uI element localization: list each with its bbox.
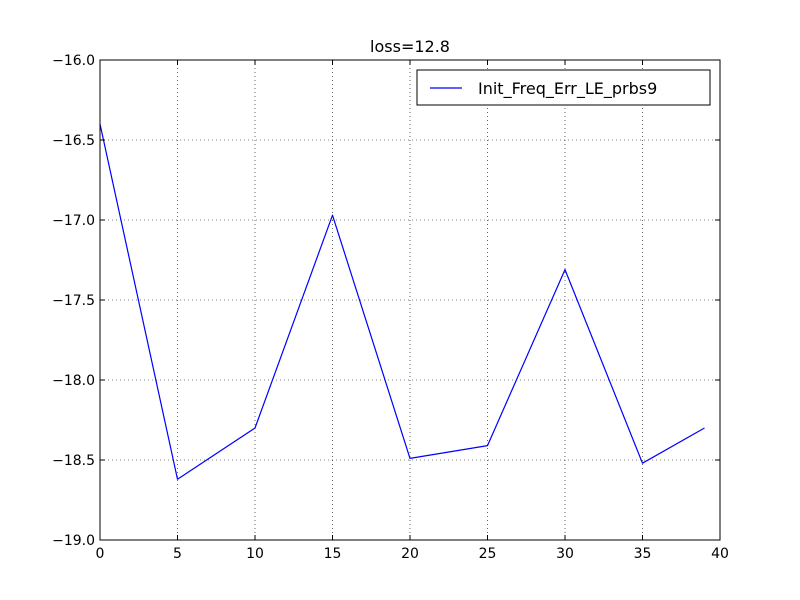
y-tick-label: −16.5 (52, 133, 95, 149)
x-tick-label: 30 (556, 546, 574, 562)
y-tick-label: −17.0 (52, 213, 95, 229)
legend-label: Init_Freq_Err_LE_prbs9 (478, 79, 657, 99)
series-layer (99, 123, 705, 480)
x-tick-label: 25 (479, 546, 497, 562)
y-tick-label: −18.0 (52, 373, 95, 389)
x-tick-label: 5 (173, 546, 182, 562)
x-tick-label: 35 (634, 546, 652, 562)
x-tick-label: 20 (401, 546, 419, 562)
x-tick-label: 10 (246, 546, 264, 562)
y-tick-label: −18.5 (52, 453, 95, 469)
axis-ticks: 0 5 10 15 20 25 30 35 40 −16.0 −16.5 −17.0 −17.5 −18.… (52, 53, 729, 562)
grid-lines (100, 60, 720, 540)
x-tick-label: 0 (96, 546, 105, 562)
y-tick-label: −17.5 (52, 293, 95, 309)
chart-title: loss=12.8 (370, 37, 450, 56)
y-tick-label: −16.0 (52, 53, 95, 69)
x-tick-label: 15 (324, 546, 342, 562)
series-line (99, 123, 705, 480)
x-tick-label: 40 (711, 546, 729, 562)
y-tick-label: −19.0 (52, 533, 95, 549)
legend: Init_Freq_Err_LE_prbs9 (416, 69, 711, 106)
legend-box (416, 69, 711, 106)
